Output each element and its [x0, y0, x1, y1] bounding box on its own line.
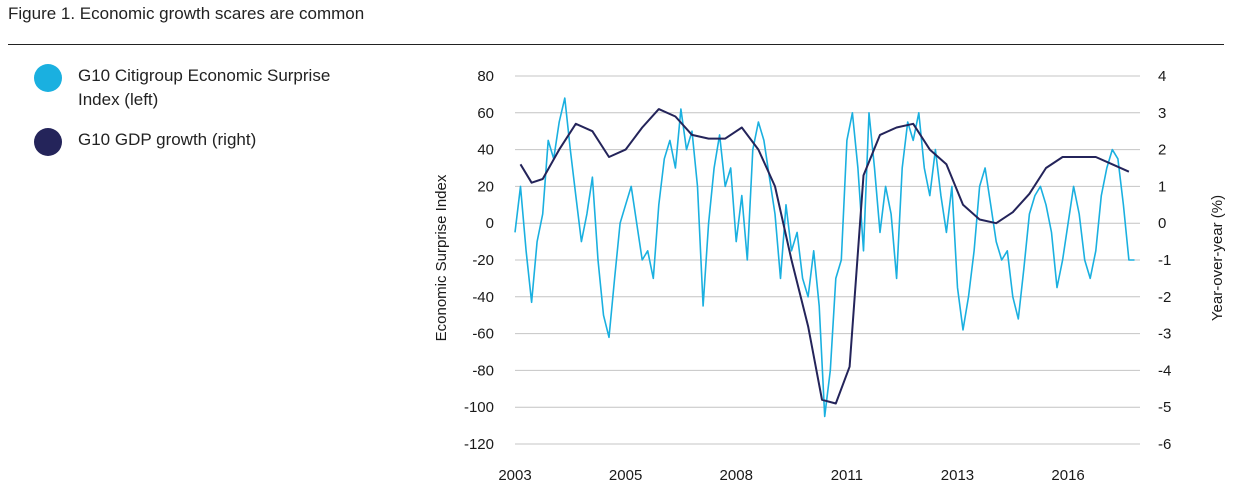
legend-label-surprise-index: G10 Citigroup Economic Surprise Index (l… — [78, 66, 331, 109]
left-tick-label: -20 — [472, 252, 494, 269]
figure-title: Figure 1. Economic growth scares are com… — [8, 4, 365, 23]
legend-item-surprise-index: G10 Citigroup Economic Surprise Index (l… — [34, 64, 338, 112]
surprise-index-line — [514, 97, 1135, 418]
right-tick-label: -2 — [1158, 289, 1171, 306]
right-tick-label: -3 — [1158, 326, 1171, 343]
left-axis-label: Economic Surprise Index — [433, 174, 450, 341]
left-tick-label: -80 — [472, 362, 494, 379]
right-axis-label: Year-over-year (%) — [1209, 195, 1226, 321]
right-axis-ticks: 4 3 2 1 0 -1 -2 -3 -4 -5 -6 — [1158, 68, 1171, 453]
gdp-growth-line — [519, 108, 1130, 405]
right-tick-label: -6 — [1158, 436, 1171, 453]
left-tick-label: 0 — [486, 215, 494, 232]
left-tick-label: 60 — [477, 105, 494, 122]
x-axis-ticks: 2003 2005 2008 2011 2013 2016 — [498, 467, 1084, 484]
legend: G10 Citigroup Economic Surprise Index (l… — [34, 64, 338, 168]
legend-label-gdp-growth: G10 GDP growth (right) — [78, 130, 257, 149]
grid-lines — [515, 75, 1140, 445]
right-tick-label: -5 — [1158, 399, 1171, 416]
right-tick-label: 3 — [1158, 105, 1166, 122]
left-tick-label: -40 — [472, 289, 494, 306]
legend-item-gdp-growth: G10 GDP growth (right) — [34, 128, 338, 156]
x-tick-label: 2008 — [720, 467, 753, 484]
legend-swatch-gdp-growth — [34, 128, 62, 156]
right-tick-label: 4 — [1158, 68, 1166, 85]
left-tick-label: -100 — [464, 399, 494, 416]
right-tick-label: -1 — [1158, 252, 1171, 269]
right-tick-label: 1 — [1158, 178, 1166, 195]
left-tick-label: -60 — [472, 326, 494, 343]
title-divider — [8, 44, 1224, 45]
left-tick-label: -120 — [464, 436, 494, 453]
left-axis-ticks: 80 60 40 20 0 -20 -40 -60 -80 -100 -120 — [464, 68, 494, 453]
right-tick-label: -4 — [1158, 362, 1171, 379]
x-tick-label: 2003 — [498, 467, 531, 484]
x-tick-label: 2013 — [941, 467, 974, 484]
right-tick-label: 2 — [1158, 142, 1166, 159]
x-tick-label: 2005 — [609, 467, 642, 484]
x-tick-label: 2016 — [1051, 467, 1084, 484]
left-tick-label: 20 — [477, 178, 494, 195]
right-tick-label: 0 — [1158, 215, 1166, 232]
legend-swatch-surprise-index — [34, 64, 62, 92]
left-tick-label: 80 — [477, 68, 494, 85]
left-tick-label: 40 — [477, 142, 494, 159]
series-layer — [514, 97, 1135, 418]
x-tick-label: 2011 — [831, 467, 863, 484]
